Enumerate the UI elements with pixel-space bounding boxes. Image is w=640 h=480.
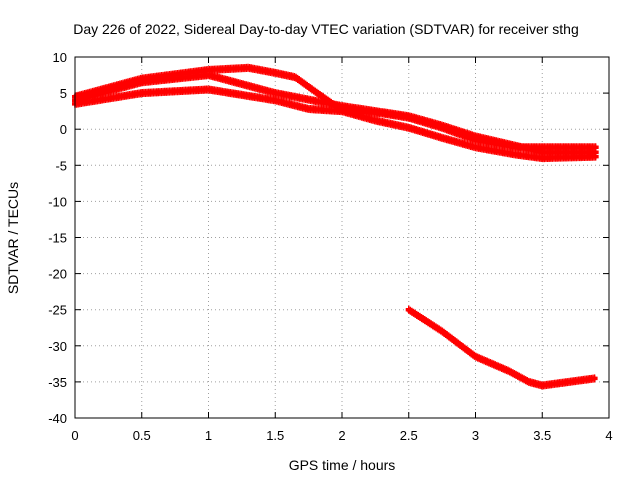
- plot-frame: [74, 56, 610, 419]
- data-point: [592, 154, 599, 161]
- y-tick-label: -35: [48, 375, 67, 390]
- grid: [74, 56, 610, 419]
- y-axis-label: SDTVAR / TECUs: [5, 182, 21, 294]
- y-tick-label: -40: [48, 411, 67, 426]
- y-tick-label: 5: [60, 86, 67, 101]
- y-tick-label: -10: [48, 194, 67, 209]
- y-tick-label: -30: [48, 339, 67, 354]
- data-points: [72, 63, 599, 390]
- data-point: [591, 376, 598, 383]
- x-tick-label: 1: [205, 428, 212, 443]
- x-tick-label: 4: [605, 428, 612, 443]
- y-tick-label: -5: [55, 158, 67, 173]
- y-tick-label: 10: [53, 50, 67, 65]
- x-tick-label: 3: [472, 428, 479, 443]
- x-tick-label: 2.5: [400, 428, 418, 443]
- y-tick-labels: 10 5 0 -5 -10 -15 -20 -25 -30 -35 -40: [48, 50, 67, 426]
- series-track-d: [405, 305, 598, 390]
- x-tick-label: 0: [71, 428, 78, 443]
- x-tick-label: 3.5: [533, 428, 551, 443]
- x-tick-labels: 0 0.5 1 1.5 2 2.5 3 3.5 4: [71, 428, 612, 443]
- y-tick-label: 0: [60, 122, 67, 137]
- x-tick-label: 2: [338, 428, 345, 443]
- y-tick-label: -20: [48, 267, 67, 282]
- y-tick-label: -15: [48, 231, 67, 246]
- series-track-a: [72, 63, 599, 152]
- x-tick-label: 1.5: [266, 428, 284, 443]
- y-tick-label: -25: [48, 303, 67, 318]
- series-track-c: [72, 85, 599, 163]
- x-tick-label: 0.5: [133, 428, 151, 443]
- x-axis-label: GPS time / hours: [289, 457, 396, 473]
- chart-title: Day 226 of 2022, Sidereal Day-to-day VTE…: [73, 21, 579, 37]
- series-track-b: [72, 71, 599, 157]
